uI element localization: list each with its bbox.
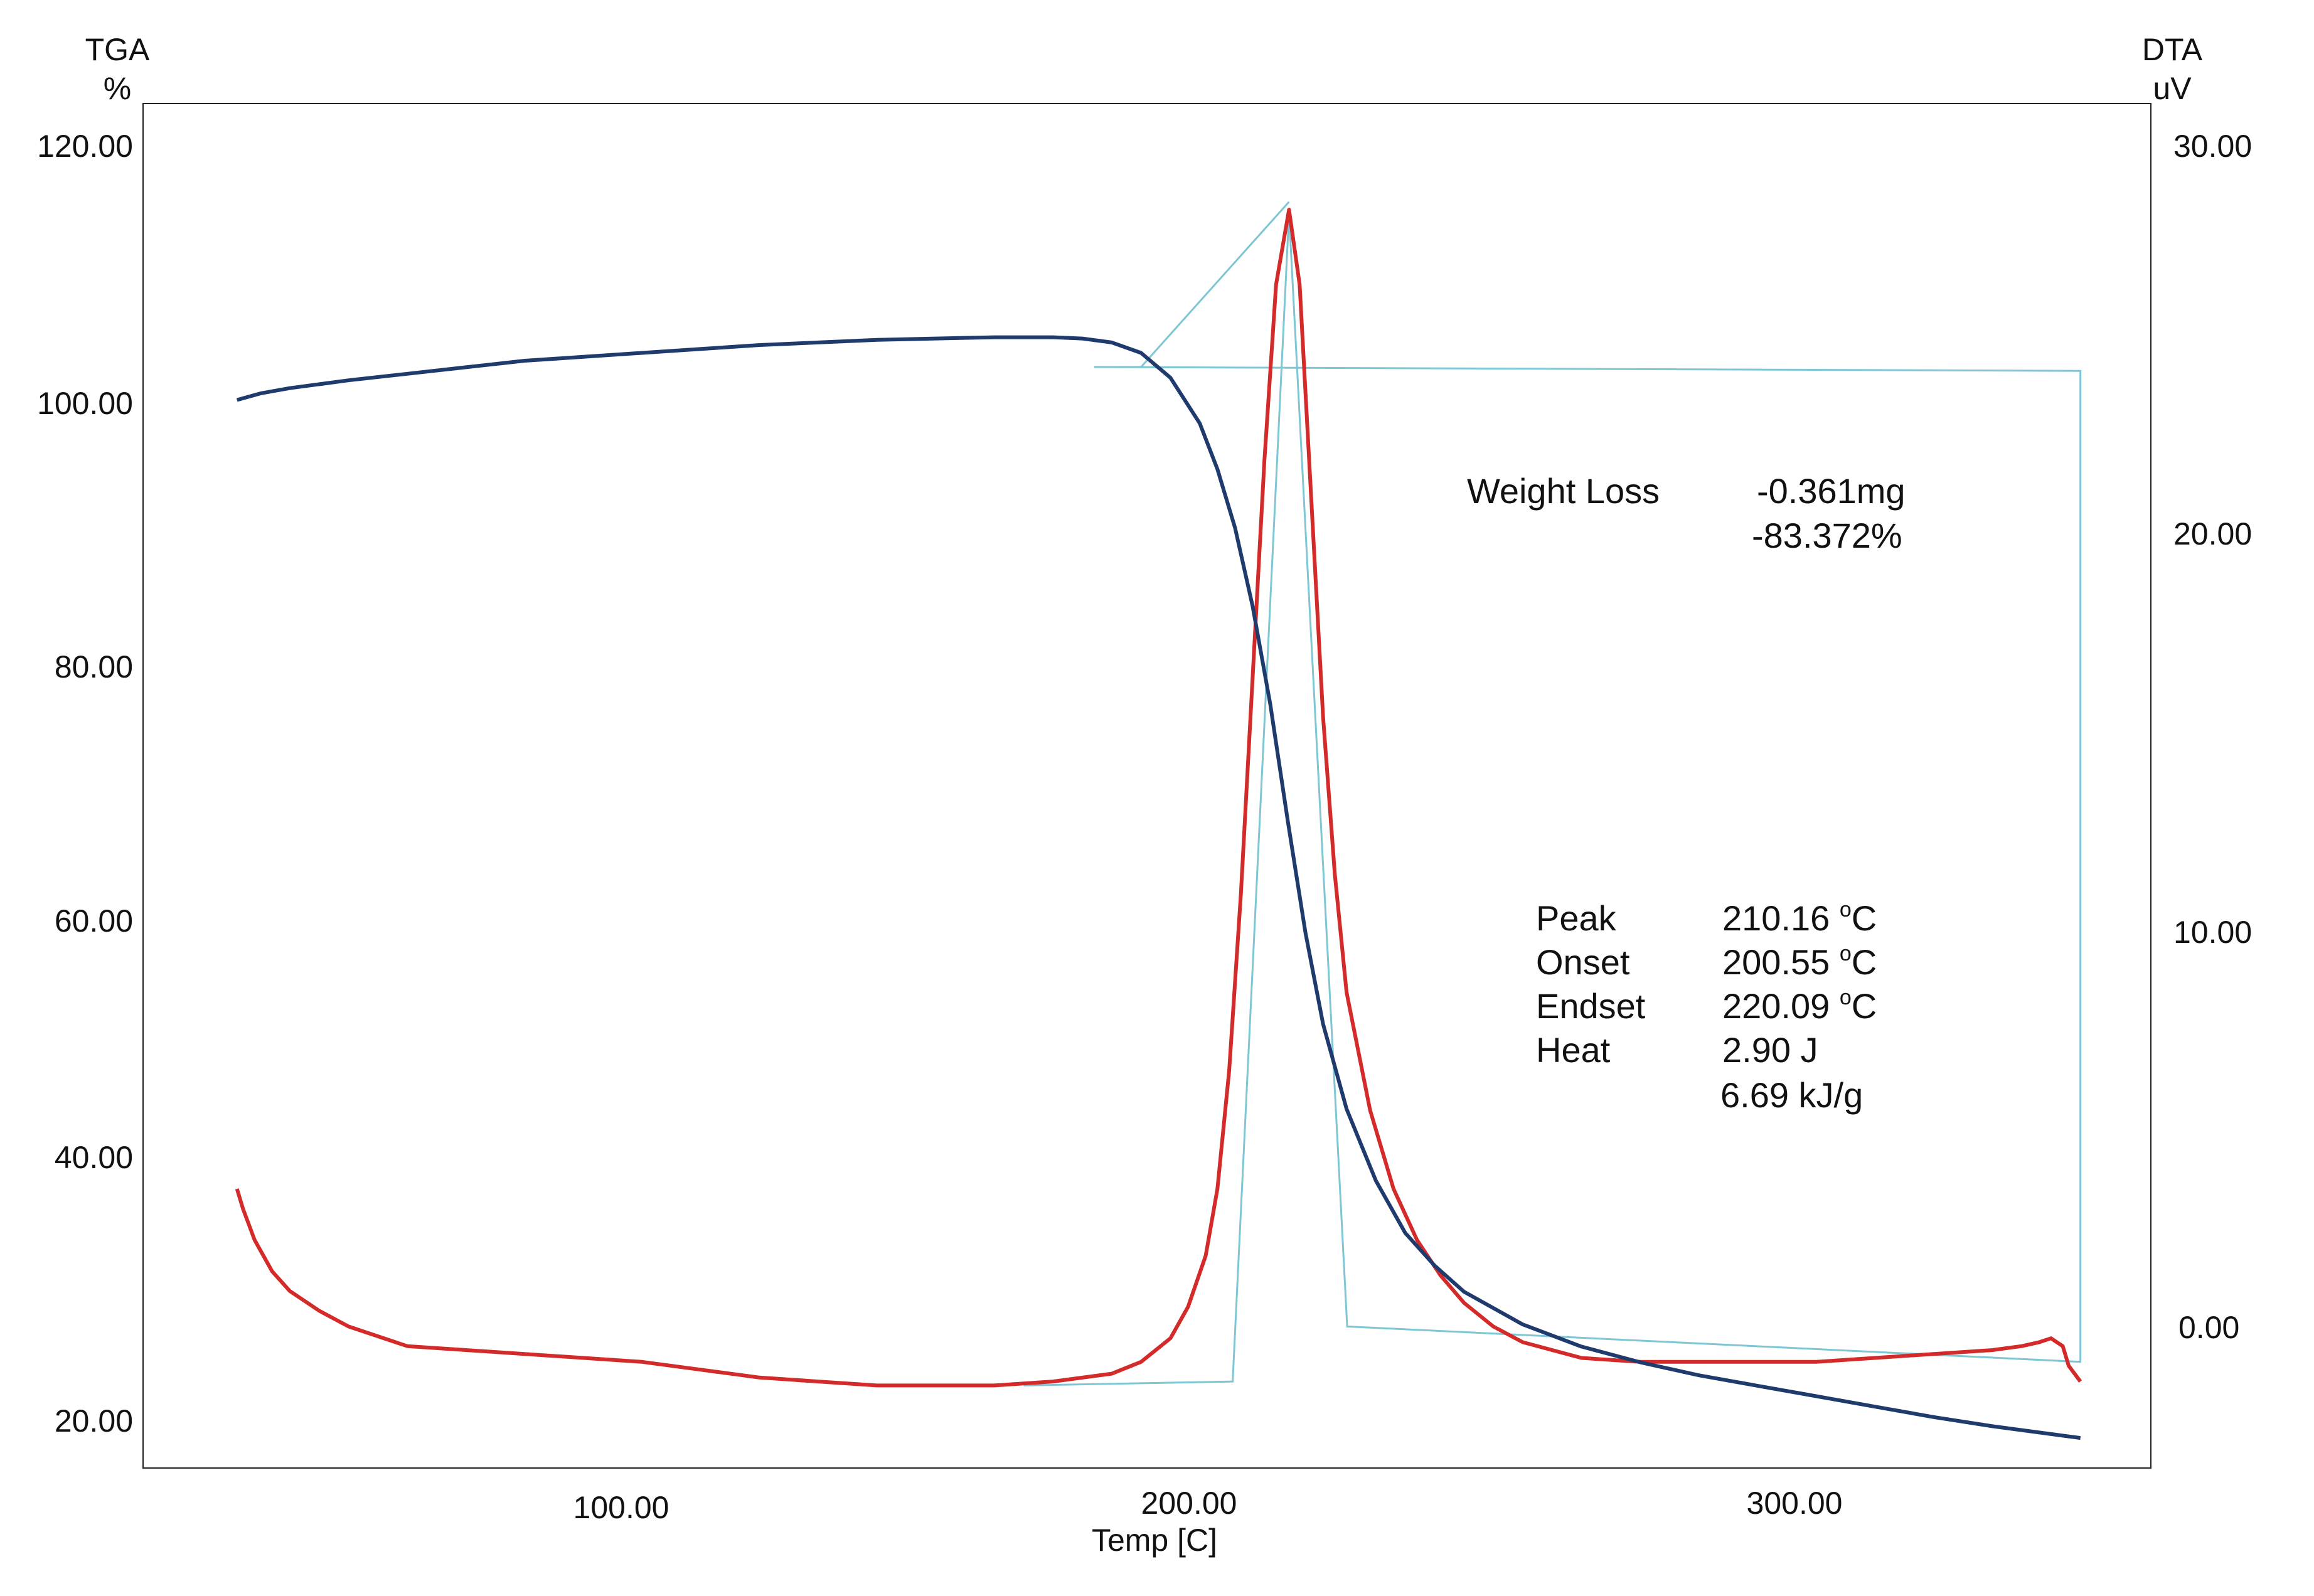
x-tick-label: 300.00 bbox=[1747, 1486, 1843, 1521]
right-tick-label: 20.00 bbox=[2173, 516, 2252, 551]
right-axis-title-line1: DTA bbox=[2142, 32, 2203, 67]
weight-loss-label: Weight Loss bbox=[1467, 471, 1660, 511]
left-tick-label: 100.00 bbox=[37, 386, 133, 421]
weight-loss-pct: -83.372% bbox=[1752, 516, 1902, 555]
peak-annotation: Peak 210.16 oC Onset 200.55 oC Endset 22… bbox=[1536, 898, 1877, 1115]
left-tick-label: 120.00 bbox=[37, 129, 133, 164]
x-axis-title: Temp [C] bbox=[1092, 1523, 1217, 1558]
heat-value-kjg: 6.69 kJ/g bbox=[1720, 1075, 1863, 1115]
plot-frame bbox=[142, 103, 2151, 1469]
tga-series bbox=[236, 335, 2081, 1440]
series-group bbox=[235, 201, 2082, 1440]
degree-sign: o bbox=[1840, 942, 1852, 966]
dta-baseline-series bbox=[1023, 201, 2082, 1386]
weight-loss-mg: -0.361mg bbox=[1757, 471, 1906, 511]
onset-value: 200.55 oC bbox=[1722, 942, 1877, 982]
degree-sign: o bbox=[1840, 898, 1852, 922]
left-tick-label: 80.00 bbox=[55, 649, 133, 684]
degree-sign: o bbox=[1840, 986, 1852, 1009]
x-tick-label: 200.00 bbox=[1141, 1486, 1237, 1521]
weight-loss-annotation: Weight Loss -0.361mg -83.372% bbox=[1467, 471, 1906, 555]
heat-label: Heat bbox=[1536, 1030, 1611, 1070]
endset-label: Endset bbox=[1536, 986, 1646, 1026]
right-tick-label: 30.00 bbox=[2173, 129, 2252, 164]
left-axis-title-line2: % bbox=[104, 71, 131, 106]
left-tick-label: 20.00 bbox=[55, 1403, 133, 1439]
heat-value-j: 2.90 J bbox=[1722, 1030, 1818, 1070]
right-axis-title-line2: uV bbox=[2153, 71, 2192, 106]
x-tick-label: 100.00 bbox=[573, 1490, 669, 1525]
peak-label: Peak bbox=[1536, 898, 1617, 938]
peak-value: 210.16 oC bbox=[1722, 898, 1877, 938]
left-axis-title-line1: TGA bbox=[85, 32, 150, 67]
right-tick-label: 10.00 bbox=[2173, 915, 2252, 950]
left-tick-label: 60.00 bbox=[55, 903, 133, 939]
left-tick-label: 40.00 bbox=[55, 1140, 133, 1175]
endset-value: 220.09 oC bbox=[1722, 986, 1877, 1026]
dta-series bbox=[235, 208, 2082, 1388]
right-tick-label: 0.00 bbox=[2178, 1310, 2239, 1345]
onset-label: Onset bbox=[1536, 942, 1630, 982]
